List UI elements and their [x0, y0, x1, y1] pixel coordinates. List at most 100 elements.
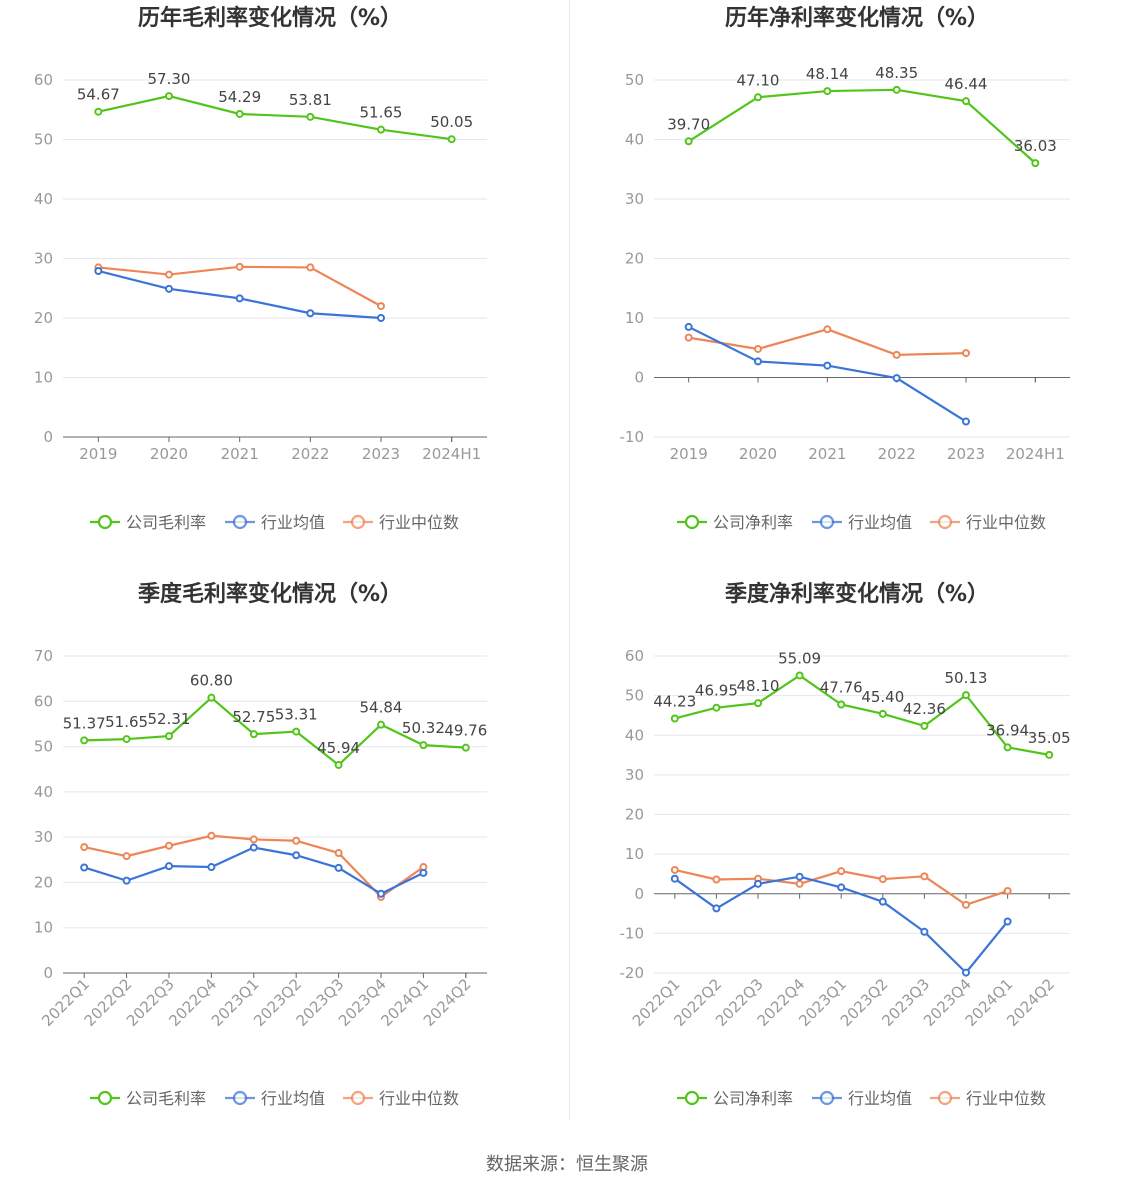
data-point-company	[837, 700, 846, 709]
legend-item-median[interactable]: 行业中位数	[930, 513, 1046, 532]
data-label: 47.10	[737, 71, 780, 89]
x-tick-label: 2024H1	[422, 445, 481, 463]
y-tick-label: 50	[625, 687, 644, 705]
data-label: 50.32	[402, 719, 445, 737]
y-tick-label: 10	[34, 919, 53, 937]
legend-item-avg[interactable]: 行业均值	[225, 513, 325, 532]
data-point-avg	[878, 897, 887, 906]
legend-marker	[937, 1090, 953, 1106]
data-point-avg	[334, 863, 343, 872]
data-point-median	[306, 263, 315, 272]
x-tick-label: 2022	[291, 445, 329, 463]
data-point-avg	[292, 851, 301, 860]
data-point-median	[670, 865, 679, 874]
data-point-median	[377, 302, 385, 311]
data-label: 51.65	[360, 104, 403, 122]
chart-annual-gross-margin-svg: 历年毛利率变化情况（%） 0 10 20 30 40 50 60 2019 2020 2021 202…	[34, 5, 487, 532]
data-label: 54.29	[218, 88, 261, 106]
data-point-avg	[377, 889, 385, 898]
data-point-avg	[670, 874, 679, 883]
data-point-company	[377, 125, 385, 134]
data-point-avg	[235, 294, 244, 303]
data-point-company	[684, 137, 693, 146]
data-point-company	[712, 703, 721, 712]
data-label: 54.84	[360, 699, 403, 717]
legend-label: 公司净利率	[713, 513, 793, 532]
x-tick-label: 2020	[150, 445, 188, 463]
data-source-note: 数据来源：恒生聚源	[486, 1154, 648, 1175]
chart-quarterly-net-margin-svg: 季度净利率变化情况（%）-20-1001020304050602022Q1202…	[620, 581, 1071, 1108]
data-point-company	[334, 760, 343, 769]
legend-item-company[interactable]: 公司毛利率	[90, 1089, 206, 1108]
y-tick-label: 0	[634, 885, 644, 903]
data-point-company	[447, 135, 456, 144]
y-tick-label: 60	[625, 647, 644, 665]
y-tick-label: 60	[34, 692, 53, 710]
data-point-company	[80, 736, 89, 745]
data-point-avg	[80, 863, 89, 872]
data-label: 53.81	[289, 91, 332, 109]
data-label: 36.94	[986, 721, 1029, 739]
data-point-company	[823, 87, 832, 96]
chart-annual-net-margin: 历年净利率变化情况（%） -10 0 10 20 30 40 50 2019 2020 2021 20…	[567, 0, 1134, 576]
legend-marker	[97, 1090, 113, 1106]
legend-label: 公司毛利率	[126, 513, 206, 532]
data-point-company	[754, 699, 762, 708]
data-point-company	[795, 671, 804, 680]
legend-item-company[interactable]: 公司净利率	[677, 513, 793, 532]
y-tick-label: 50	[34, 131, 53, 149]
legend-marker	[232, 1090, 248, 1106]
data-point-median	[962, 349, 970, 358]
legend-item-median[interactable]: 行业中位数	[930, 1089, 1046, 1108]
data-label: 53.31	[275, 706, 318, 724]
data-point-avg	[377, 314, 385, 322]
legend-item-median[interactable]: 行业中位数	[343, 513, 459, 532]
data-point-median	[754, 344, 762, 353]
data-point-company	[754, 93, 762, 102]
data-point-median	[892, 350, 901, 359]
data-point-company	[1031, 159, 1040, 168]
data-point-company	[461, 743, 470, 752]
chart-quarterly-gross-margin: 季度毛利率变化情况（%） 0 10 20 30 40 50 60 70 2022Q1 2022Q2 2…	[0, 576, 567, 1152]
chart-annual-gross-margin: 历年毛利率变化情况（%） 0 10 20 30 40 50 60 2019 2020 2021 202…	[0, 0, 567, 576]
y-tick-label: 40	[34, 783, 53, 801]
data-label: 57.30	[148, 70, 191, 88]
data-point-median	[823, 325, 832, 334]
data-point-median	[249, 835, 258, 844]
data-point-company	[249, 730, 258, 739]
y-tick-label: -10	[620, 924, 645, 942]
data-point-avg	[684, 322, 693, 331]
legend-item-avg[interactable]: 行业均值	[812, 1089, 912, 1108]
legend-label: 行业均值	[848, 1089, 912, 1108]
legend-marker	[684, 514, 700, 530]
data-point-company	[419, 741, 428, 750]
data-point-avg	[165, 862, 173, 871]
legend-marker	[97, 514, 113, 530]
data-point-avg	[754, 879, 762, 888]
y-tick-label: 20	[34, 309, 53, 327]
series-line-company	[98, 94, 452, 141]
legend-item-avg[interactable]: 行业均值	[812, 513, 912, 532]
data-label: 48.35	[875, 64, 918, 82]
data-point-median	[795, 879, 804, 888]
y-tick-label: 70	[34, 647, 53, 665]
x-tick-label: 2019	[79, 445, 117, 463]
legend-item-company[interactable]: 公司净利率	[677, 1089, 793, 1108]
data-point-avg	[920, 927, 929, 936]
data-point-company	[670, 714, 679, 723]
data-point-avg	[94, 266, 103, 275]
data-point-avg	[1003, 917, 1012, 926]
legend-item-company[interactable]: 公司毛利率	[90, 513, 206, 532]
data-label: 47.76	[820, 679, 863, 697]
data-point-avg	[306, 309, 315, 318]
series-line-avg	[688, 325, 967, 423]
data-label: 44.23	[653, 692, 696, 710]
data-point-median	[684, 333, 693, 342]
x-tick-label: 2023	[362, 445, 400, 463]
legend-item-avg[interactable]: 行业均值	[225, 1089, 325, 1108]
legend-label: 行业中位数	[379, 513, 459, 532]
legend-item-median[interactable]: 行业中位数	[343, 1089, 459, 1108]
y-tick-label: 20	[625, 250, 644, 268]
chart-title: 季度毛利率变化情况（%）	[138, 581, 402, 607]
data-label: 55.09	[778, 649, 821, 667]
